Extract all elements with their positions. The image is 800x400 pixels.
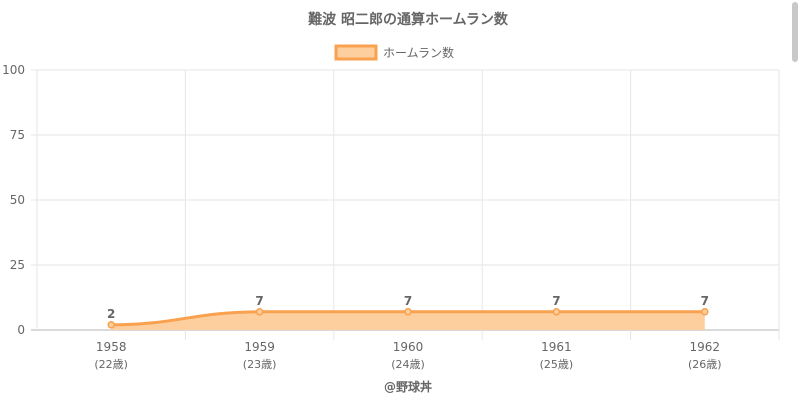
chart-title: 難波 昭二郎の通算ホームラン数	[308, 11, 509, 28]
x-tick-label: 1961	[541, 340, 572, 354]
data-label: 7	[701, 294, 709, 308]
x-axis-ticks: 1958 (22歳) 1959 (23歳) 1960 (24歳) 1961 (25歳) 1962…	[94, 340, 721, 371]
legend-label: ホームラン数	[383, 45, 454, 60]
x-tick-label: 1960	[393, 340, 424, 354]
series-area	[111, 311, 705, 330]
x-tick-sublabel: (25歳)	[540, 358, 574, 371]
y-axis-ticks: 0 25 50 75 100	[2, 63, 25, 337]
x-tick-sublabel: (23歳)	[243, 358, 277, 371]
x-tick-sublabel: (26歳)	[688, 358, 722, 371]
x-tick-sublabel: (22歳)	[94, 358, 128, 371]
data-point[interactable]	[701, 308, 709, 316]
data-label: 7	[552, 294, 560, 308]
data-labels: 2 7 7 7 7	[107, 294, 709, 321]
data-points	[107, 308, 709, 329]
data-label: 7	[255, 294, 263, 308]
grid	[31, 69, 780, 340]
data-point[interactable]	[552, 308, 561, 316]
x-tick-label: 1962	[690, 340, 721, 354]
x-tick-label: 1959	[244, 340, 275, 354]
y-tick-label: 75	[10, 128, 25, 142]
y-tick-label: 50	[10, 193, 25, 207]
legend-swatch	[334, 44, 378, 61]
data-point[interactable]	[107, 321, 115, 329]
x-tick-label: 1958	[96, 340, 127, 354]
credit-text: @野球丼	[384, 379, 432, 394]
data-point[interactable]	[255, 308, 264, 316]
x-tick-sublabel: (24歳)	[391, 358, 425, 371]
legend: ホームラン数	[334, 44, 454, 61]
data-point[interactable]	[404, 308, 412, 316]
y-tick-label: 25	[10, 258, 25, 272]
data-label: 7	[404, 294, 412, 308]
scrollbar[interactable]	[792, 2, 798, 62]
y-tick-label: 100	[2, 63, 25, 77]
y-tick-label: 0	[17, 323, 25, 337]
data-label: 2	[107, 307, 115, 321]
